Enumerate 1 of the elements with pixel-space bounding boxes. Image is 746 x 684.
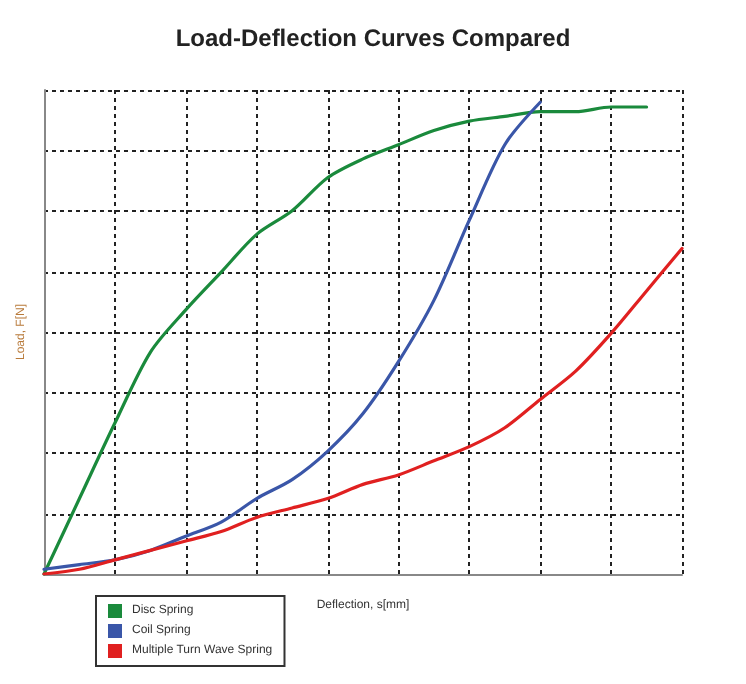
chart-title: Load-Deflection Curves Compared [175,24,571,52]
